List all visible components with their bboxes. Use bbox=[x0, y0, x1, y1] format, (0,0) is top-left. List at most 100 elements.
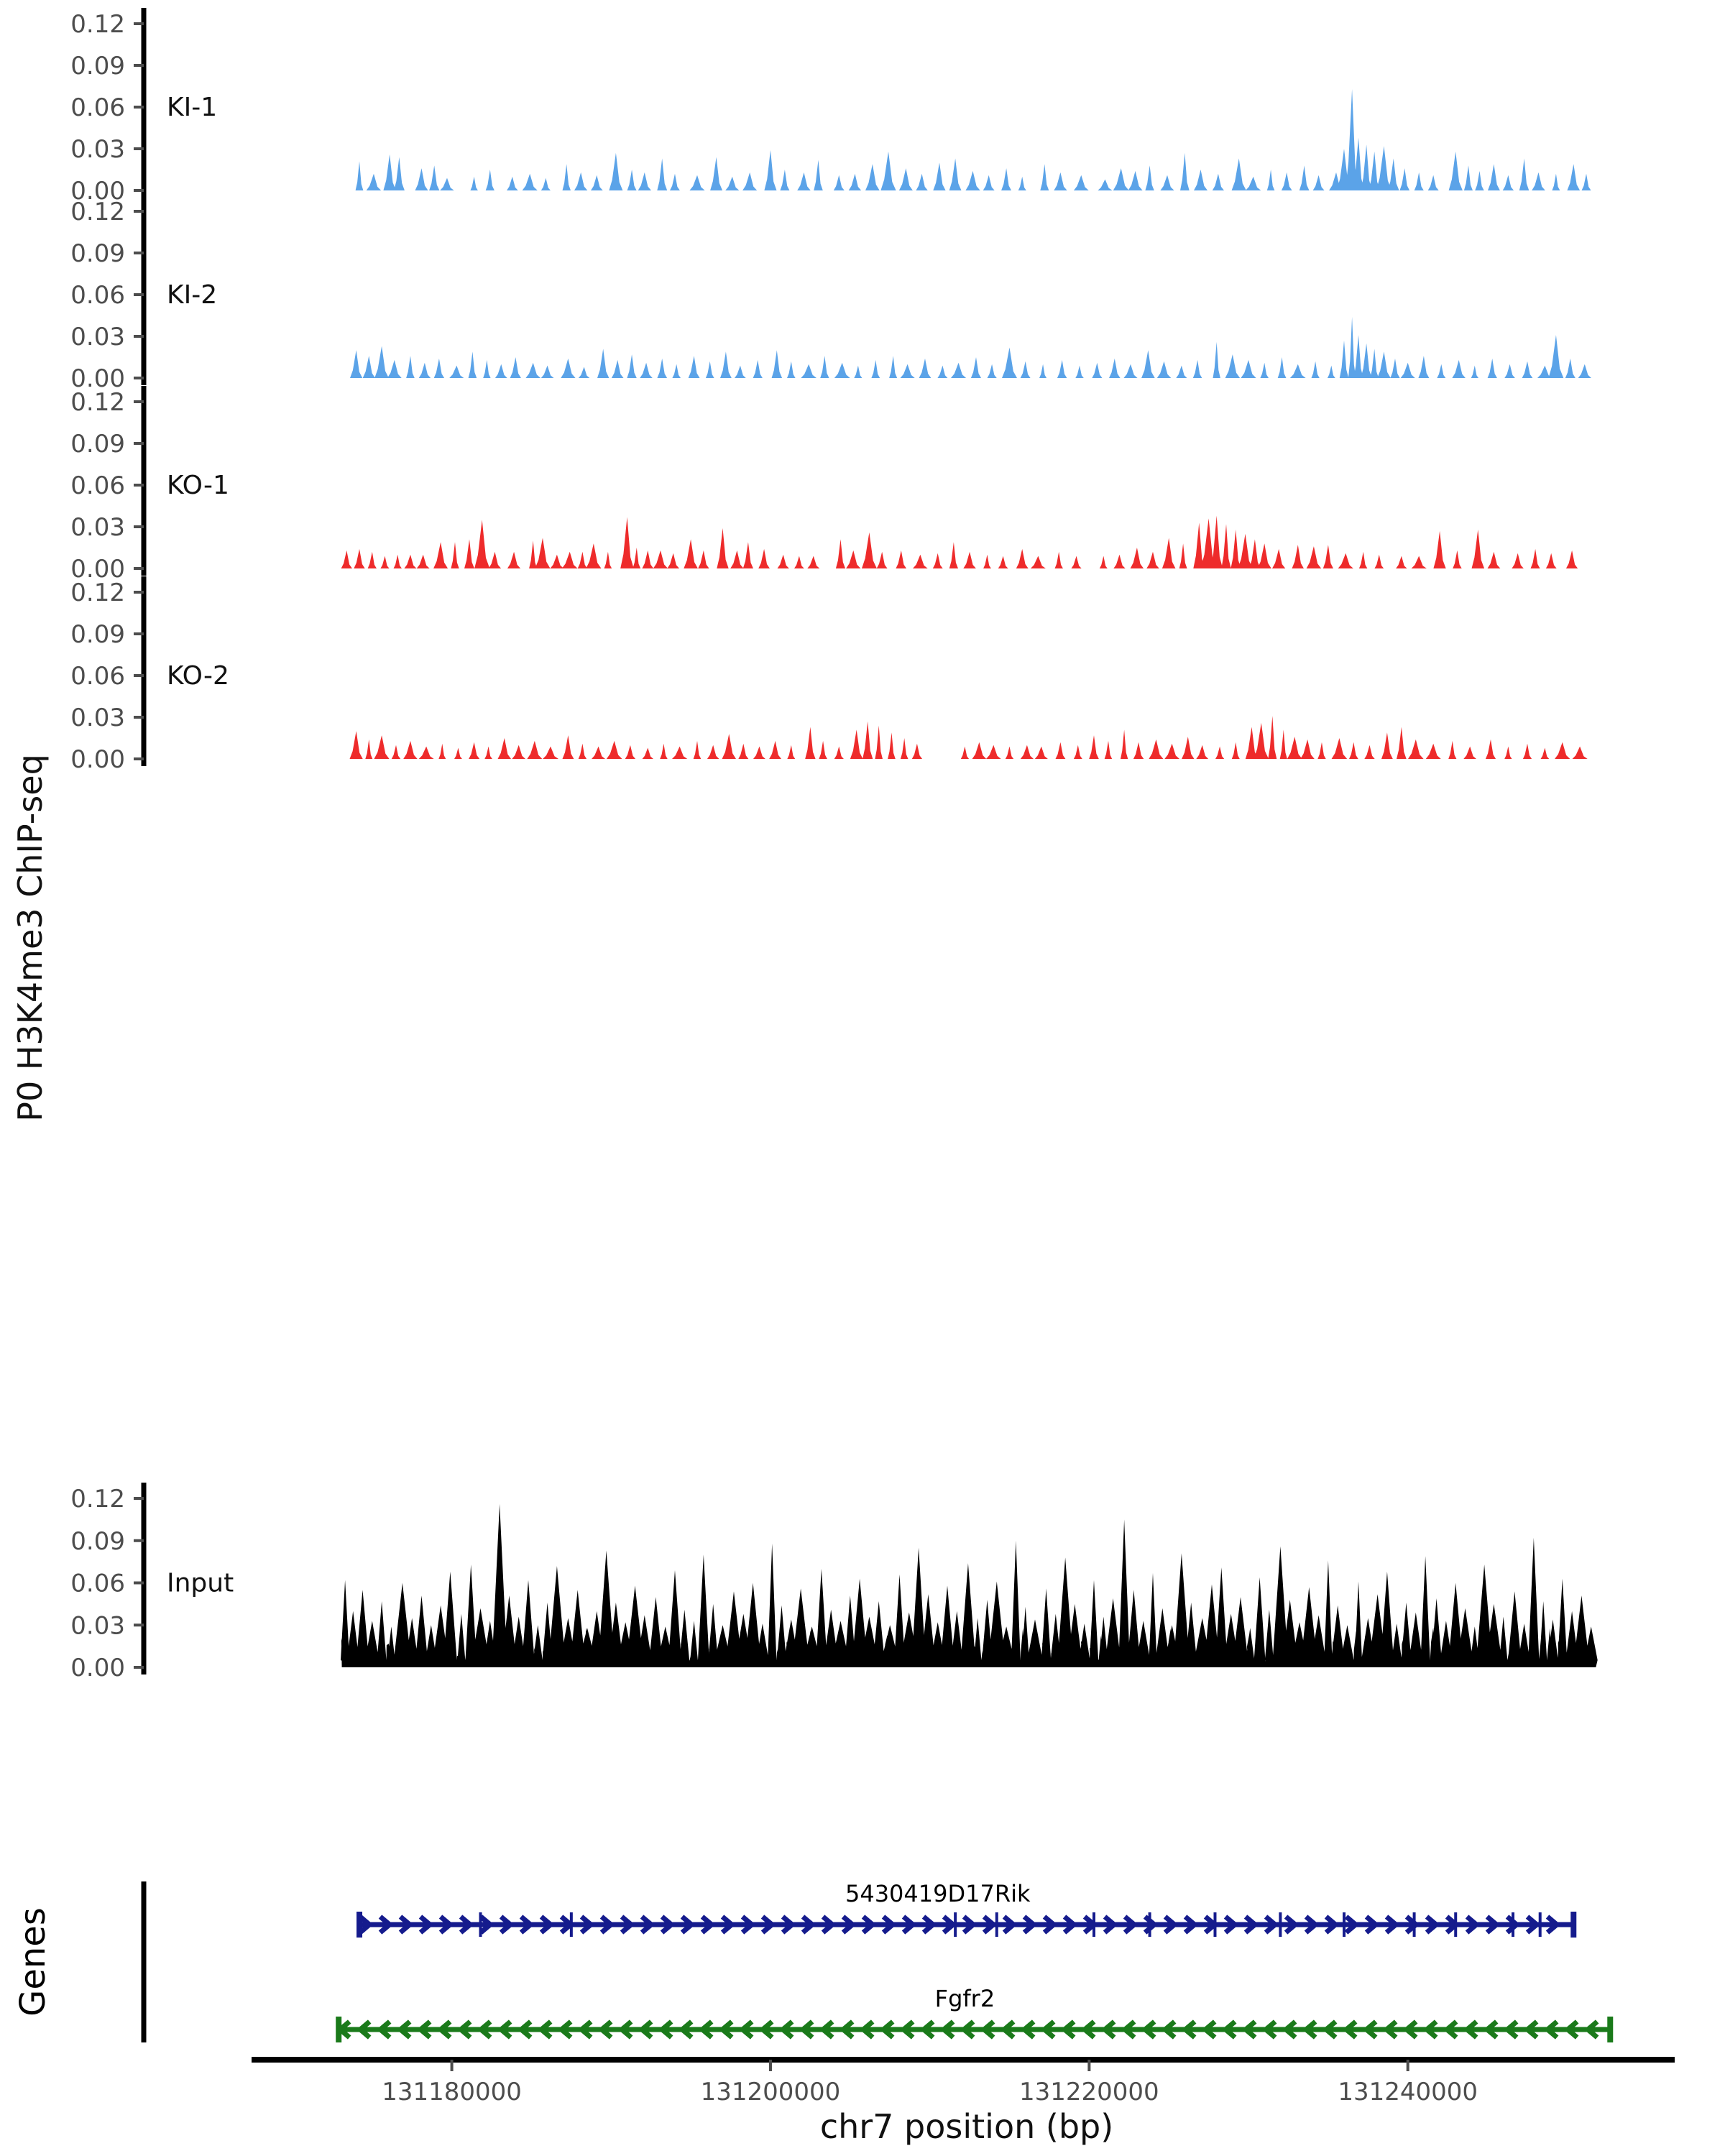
gene-arrow-reverse bbox=[436, 2019, 452, 2040]
gene-arrow-forward bbox=[740, 1915, 756, 1935]
y-tick-label: 0.09 bbox=[70, 1527, 125, 1556]
gene-fgfr2[interactable]: Fgfr2 bbox=[336, 1985, 1614, 2042]
gene-5430419d17rik[interactable]: 5430419D17Rik bbox=[356, 1880, 1577, 1938]
gene-arrow-forward bbox=[398, 1915, 414, 1935]
y-tick-label: 0.09 bbox=[70, 430, 125, 459]
gene-arrow-forward bbox=[801, 1915, 816, 1935]
gene-arrow-reverse bbox=[939, 2019, 955, 2040]
gene-arrow-forward bbox=[1284, 1915, 1300, 1935]
gene-arrow-reverse bbox=[1342, 2019, 1358, 2040]
gene-arrow-reverse bbox=[356, 2019, 372, 2040]
gene-arrow-reverse bbox=[1181, 2019, 1197, 2040]
y-tick-label: 0.09 bbox=[70, 620, 125, 649]
y-tick-label: 0.06 bbox=[70, 471, 125, 500]
gene-arrow-forward bbox=[1364, 1915, 1380, 1935]
gene-arrow-forward bbox=[579, 1915, 595, 1935]
gene-arrow-reverse bbox=[1000, 2019, 1016, 2040]
gene-arrow-forward bbox=[1123, 1915, 1138, 1935]
y-tick-label: 0.00 bbox=[70, 555, 125, 584]
gene-arrow-reverse bbox=[1402, 2019, 1418, 2040]
gene-arrow-reverse bbox=[537, 2019, 553, 2040]
gene-arrow-reverse bbox=[1422, 2019, 1438, 2040]
gene-arrow-forward bbox=[620, 1915, 635, 1935]
gene-arrow-reverse bbox=[1080, 2019, 1096, 2040]
gene-arrow-reverse bbox=[1322, 2019, 1338, 2040]
gene-arrow-forward bbox=[841, 1915, 857, 1935]
y-tick-label: 0.03 bbox=[70, 323, 125, 351]
gene-arrow-reverse bbox=[899, 2019, 915, 2040]
gene-arrow-reverse bbox=[1201, 2019, 1217, 2040]
gene-arrow-reverse bbox=[919, 2019, 935, 2040]
track-label-ki-1: KI-1 bbox=[167, 93, 217, 122]
x-axis-title: chr7 position (bp) bbox=[820, 2107, 1113, 2146]
gene-arrow-forward bbox=[1545, 1915, 1561, 1935]
y-tick-label: 0.06 bbox=[70, 281, 125, 310]
gene-arrow-reverse bbox=[1583, 2019, 1599, 2040]
gene-arrow-forward bbox=[1163, 1915, 1179, 1935]
gene-arrow-forward bbox=[1022, 1915, 1038, 1935]
gene-arrow-reverse bbox=[497, 2019, 512, 2040]
gene-arrow-forward bbox=[1384, 1915, 1400, 1935]
y-tick-label: 0.12 bbox=[70, 1485, 125, 1514]
gene-arrow-reverse bbox=[376, 2019, 392, 2040]
track-input: 0.00 0.03 0.06 0.09 0.12 Input bbox=[70, 1483, 1598, 1682]
gene-name-label: Fgfr2 bbox=[935, 1985, 995, 2012]
gene-arrow-forward bbox=[1324, 1915, 1340, 1935]
y-tick-label: 0.03 bbox=[70, 1611, 125, 1640]
x-tick-label: 131240000 bbox=[1338, 2078, 1478, 2106]
gene-arrow-forward bbox=[539, 1915, 555, 1935]
gene-arrow-forward bbox=[1485, 1915, 1501, 1935]
gene-arrow-forward bbox=[499, 1915, 515, 1935]
gene-arrow-forward bbox=[1465, 1915, 1481, 1935]
y-tick-label: 0.00 bbox=[70, 364, 125, 393]
y-tick-label: 0.09 bbox=[70, 52, 125, 80]
y-tick-label: 0.09 bbox=[70, 239, 125, 268]
gene-arrow-forward bbox=[982, 1915, 998, 1935]
track-ki-1: 0.00 0.03 0.06 0.09 0.12 KI-1 bbox=[70, 8, 1591, 206]
y-tick-label: 0.06 bbox=[70, 93, 125, 122]
gene-arrow-forward bbox=[861, 1915, 877, 1935]
gene-arrow-reverse bbox=[1483, 2019, 1499, 2040]
gene-arrow-reverse bbox=[678, 2019, 694, 2040]
gene-arrow-reverse bbox=[477, 2019, 492, 2040]
gene-arrow-reverse bbox=[1463, 2019, 1478, 2040]
track-label-ko-1: KO-1 bbox=[167, 471, 229, 500]
gene-arrow-reverse bbox=[658, 2019, 673, 2040]
gene-arrow-forward bbox=[479, 1915, 494, 1935]
y-axis-title: P0 H3K4me3 ChIP-seq bbox=[11, 754, 50, 1122]
gene-name-label: 5430419D17Rik bbox=[845, 1880, 1031, 1907]
signal-area-ki-2 bbox=[350, 316, 1591, 378]
gene-arrow-reverse bbox=[1040, 2019, 1056, 2040]
gene-arrow-reverse bbox=[1523, 2019, 1539, 2040]
signal-area-ko-2 bbox=[349, 716, 1591, 759]
signal-area-ko-1 bbox=[341, 515, 1591, 568]
genes-side-label: Genes bbox=[13, 1907, 53, 2017]
gene-arrow-forward bbox=[1103, 1915, 1118, 1935]
gene-arrow-forward bbox=[1243, 1915, 1259, 1935]
track-label-input: Input bbox=[167, 1569, 234, 1598]
gene-arrow-forward bbox=[962, 1915, 978, 1935]
gene-arrow-reverse bbox=[638, 2019, 653, 2040]
gene-arrow-reverse bbox=[758, 2019, 774, 2040]
gene-arrow-forward bbox=[1404, 1915, 1420, 1935]
gene-arrow-forward bbox=[921, 1915, 937, 1935]
gene-arrow-reverse bbox=[1362, 2019, 1378, 2040]
gene-arrow-reverse bbox=[778, 2019, 794, 2040]
gene-arrow-reverse bbox=[960, 2019, 975, 2040]
gene-arrow-forward bbox=[418, 1915, 434, 1935]
y-tick-label: 0.00 bbox=[70, 177, 125, 206]
gene-arrow-forward bbox=[378, 1915, 394, 1935]
gene-arrow-forward bbox=[760, 1915, 776, 1935]
gene-arrow-reverse bbox=[718, 2019, 734, 2040]
gene-arrow-forward bbox=[358, 1915, 374, 1935]
gene-arrow-forward bbox=[720, 1915, 736, 1935]
gene-arrow-reverse bbox=[879, 2019, 895, 2040]
y-tick-label: 0.12 bbox=[70, 579, 125, 607]
y-tick-label: 0.12 bbox=[70, 388, 125, 417]
x-tick-label: 131180000 bbox=[382, 2078, 522, 2106]
gene-arrow-reverse bbox=[617, 2019, 633, 2040]
gene-arrow-forward bbox=[1223, 1915, 1239, 1935]
gene-arrow-forward bbox=[1505, 1915, 1521, 1935]
